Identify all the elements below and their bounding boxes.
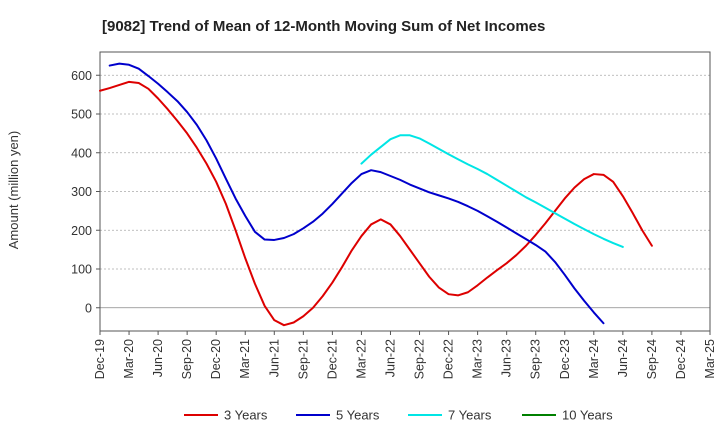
x-tick-label: Mar-22: [354, 339, 368, 379]
x-tick-label: Mar-25: [703, 339, 717, 379]
series-line-7-years: [360, 134, 624, 248]
chart-title: [9082] Trend of Mean of 12-Month Moving …: [102, 18, 545, 35]
x-tick-label: Jun-20: [151, 339, 165, 377]
x-tick-label: Dec-20: [209, 339, 223, 379]
y-tick-label: 0: [85, 301, 92, 315]
series-line-5-years: [108, 62, 605, 325]
legend: 3 Years 5 Years 7 Years 10 Years: [184, 408, 613, 423]
legend-label: 5 Years: [336, 408, 380, 423]
x-tick-label: Dec-23: [558, 339, 572, 379]
x-tick-label: Dec-24: [674, 339, 688, 379]
x-tick-label: Dec-21: [325, 339, 339, 379]
x-tick-label: Sep-21: [296, 339, 310, 379]
y-tick-label: 600: [71, 69, 92, 83]
x-tick-label: Sep-23: [529, 339, 543, 379]
y-tick-label: 200: [71, 224, 92, 238]
x-tick-label: Jun-23: [500, 339, 514, 377]
x-tick-label: Dec-19: [93, 339, 107, 379]
x-tick-label: Sep-20: [180, 339, 194, 379]
x-tick-label: Jun-21: [267, 339, 281, 377]
x-tick-label: Sep-24: [645, 339, 659, 379]
y-tick-label: 300: [71, 185, 92, 199]
x-tick-label: Mar-20: [122, 339, 136, 379]
x-tick-label: Jun-22: [383, 339, 397, 377]
y-tick-label: 400: [71, 146, 92, 160]
x-tick-label: Dec-22: [442, 339, 456, 379]
x-tick-label: Mar-24: [587, 339, 601, 379]
legend-label: 7 Years: [448, 408, 492, 423]
x-tick-label: Sep-22: [413, 339, 427, 379]
x-tick-label: Mar-23: [471, 339, 485, 379]
legend-label: 10 Years: [562, 408, 613, 423]
series-line-3-years: [99, 80, 653, 327]
y-axis-label: Amount (million yen): [6, 131, 21, 250]
legend-label: 3 Years: [224, 408, 268, 423]
x-tick-label: Mar-21: [238, 339, 252, 379]
grid-layer: [100, 74, 710, 309]
y-tick-label: 100: [71, 263, 92, 277]
y-tick-labels: 0 100 200 300 400 500 600: [71, 69, 100, 315]
series-layer: [99, 62, 653, 327]
y-tick-label: 500: [71, 108, 92, 122]
x-tick-labels: Dec-19 Mar-20 Jun-20 Sep-20 Dec-20 Mar-21 Jun-…: [93, 331, 717, 379]
x-tick-label: Jun-24: [616, 339, 630, 377]
